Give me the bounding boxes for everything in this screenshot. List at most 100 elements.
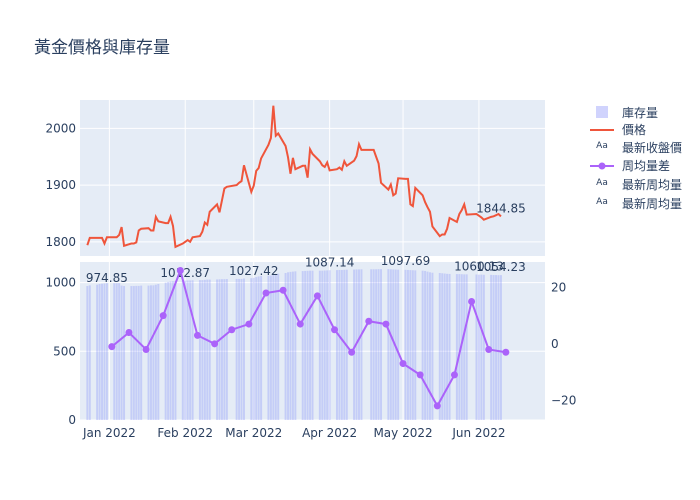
x-tick-label: Jun 2022 bbox=[451, 426, 505, 440]
inventory-bar bbox=[389, 269, 392, 420]
weekly-diff-point bbox=[399, 360, 407, 368]
inventory-bar bbox=[380, 269, 383, 420]
inventory-bar bbox=[272, 275, 275, 420]
inventory-bar-label: 1012.87 bbox=[160, 266, 210, 280]
inventory-bar bbox=[291, 271, 294, 420]
inventory-bar bbox=[201, 280, 204, 420]
inventory-bar bbox=[438, 272, 441, 420]
inventory-bar bbox=[455, 274, 458, 420]
bottom-plot-area bbox=[80, 262, 545, 420]
inventory-bar bbox=[426, 271, 429, 420]
inventory-bar bbox=[309, 270, 312, 420]
inventory-bar bbox=[98, 283, 101, 420]
inventory-bar bbox=[120, 285, 123, 420]
inventory-bar bbox=[147, 285, 150, 420]
inventory-bar bbox=[377, 269, 380, 420]
inventory-bar bbox=[169, 281, 172, 420]
inventory-bar bbox=[465, 274, 468, 420]
bottom-y2-tick-label: 20 bbox=[551, 280, 566, 294]
inventory-bar bbox=[123, 286, 126, 420]
x-tick-label: Apr 2022 bbox=[302, 426, 357, 440]
inventory-bar bbox=[321, 270, 324, 420]
inventory-bar bbox=[326, 270, 329, 420]
inventory-bar bbox=[424, 270, 427, 420]
x-tick-label: Jan 2022 bbox=[82, 426, 136, 440]
inventory-bar bbox=[343, 269, 346, 420]
weekly-diff-point bbox=[228, 326, 236, 334]
inventory-bar bbox=[242, 278, 245, 420]
weekly-diff-point bbox=[382, 320, 390, 328]
inventory-bar bbox=[130, 286, 133, 420]
inventory-bar bbox=[157, 283, 160, 420]
bottom-y-tick-label: 0 bbox=[68, 413, 76, 427]
top-plot-area bbox=[80, 100, 545, 256]
weekly-diff-point bbox=[365, 317, 373, 325]
inventory-bar bbox=[328, 270, 331, 420]
inventory-bar bbox=[406, 269, 409, 420]
inventory-bar bbox=[238, 278, 241, 420]
inventory-bar bbox=[206, 279, 209, 420]
inventory-bar bbox=[358, 269, 360, 420]
inventory-bar bbox=[372, 269, 375, 420]
weekly-diff-point bbox=[331, 326, 339, 334]
inventory-bar bbox=[411, 270, 414, 420]
weekly-diff-point bbox=[468, 298, 476, 305]
inventory-bar bbox=[340, 269, 343, 420]
inventory-bar bbox=[220, 279, 223, 420]
inventory-bar bbox=[198, 280, 201, 420]
inventory-bar bbox=[260, 276, 263, 420]
legend-label: 價格 bbox=[622, 122, 646, 137]
inventory-bar bbox=[225, 279, 228, 420]
weekly-diff-point bbox=[262, 289, 270, 297]
inventory-bar bbox=[311, 270, 314, 420]
x-tick-label: May 2022 bbox=[373, 426, 432, 440]
inventory-bar bbox=[370, 269, 373, 420]
inventory-bar-label: 974.85 bbox=[86, 271, 128, 285]
inventory-bar bbox=[306, 270, 309, 420]
inventory-bar bbox=[96, 284, 99, 420]
inventory-bar bbox=[338, 269, 341, 420]
inventory-bar-label: 1027.42 bbox=[229, 264, 279, 278]
inventory-bar bbox=[172, 281, 174, 420]
price-line bbox=[86, 105, 502, 249]
inventory-bar bbox=[208, 279, 211, 420]
inventory-bar bbox=[441, 273, 444, 420]
inventory-bar-label: 1087.14 bbox=[305, 256, 355, 270]
legend-text-symbol: Aa bbox=[596, 178, 608, 188]
inventory-bar bbox=[446, 273, 449, 420]
weekly-diff-point bbox=[279, 286, 287, 294]
inventory-bar bbox=[174, 280, 177, 420]
inventory-bar bbox=[409, 270, 412, 420]
inventory-bar bbox=[86, 286, 89, 420]
inventory-bar bbox=[164, 282, 167, 420]
x-tick-label: Mar 2022 bbox=[225, 426, 282, 440]
inventory-bar bbox=[255, 277, 258, 420]
inventory-bar bbox=[191, 280, 194, 420]
inventory-bar bbox=[387, 269, 390, 420]
inventory-bar bbox=[152, 285, 155, 420]
inventory-bar bbox=[353, 269, 356, 420]
inventory-bar bbox=[392, 269, 395, 420]
inventory-bar bbox=[216, 279, 219, 420]
bottom-y2-tick-label: −20 bbox=[551, 393, 576, 407]
inventory-bar bbox=[101, 283, 104, 420]
inventory-bar bbox=[167, 281, 170, 420]
inventory-bar bbox=[218, 279, 221, 420]
inventory-bar-label: 1060.13 bbox=[454, 259, 504, 273]
inventory-bar bbox=[301, 271, 304, 420]
inventory-bar bbox=[448, 273, 451, 420]
weekly-diff-point bbox=[193, 331, 201, 339]
inventory-bar bbox=[497, 275, 500, 420]
inventory-bar bbox=[482, 274, 485, 420]
inventory-bar bbox=[277, 273, 280, 420]
inventory-bar bbox=[289, 271, 292, 420]
inventory-bar bbox=[274, 274, 277, 420]
inventory-bar bbox=[375, 269, 378, 420]
legend-label: 周均量差 bbox=[622, 159, 670, 173]
inventory-bar bbox=[137, 285, 140, 420]
weekly-diff-line bbox=[111, 267, 507, 408]
inventory-bar bbox=[414, 270, 417, 420]
weekly-diff-point bbox=[245, 320, 253, 328]
weekly-diff-point bbox=[108, 343, 116, 351]
inventory-bar bbox=[154, 284, 157, 420]
